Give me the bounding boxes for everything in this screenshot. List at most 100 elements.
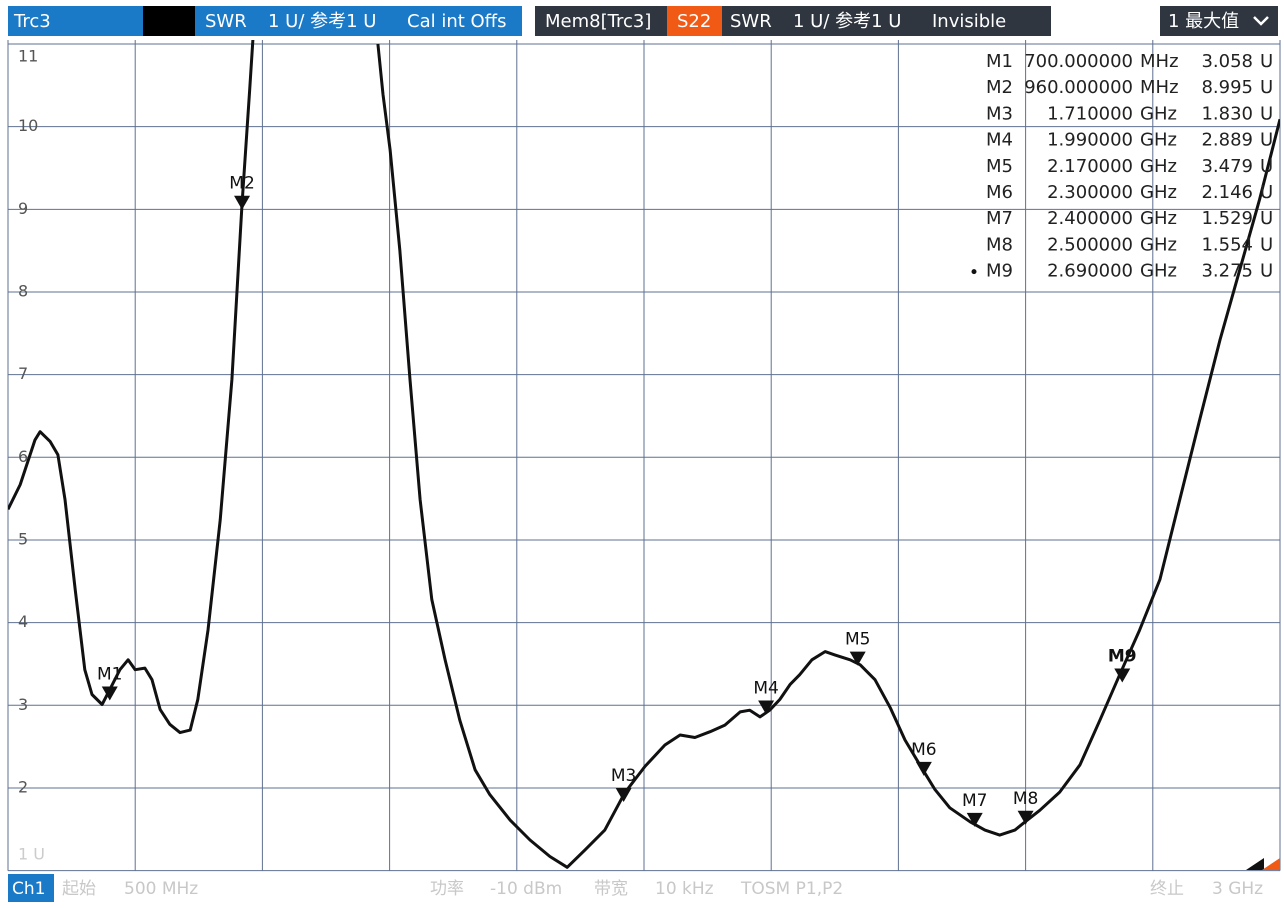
marker-freq: 2.400000 (1047, 208, 1133, 229)
trace-scale: 1 U/ 参考1 U (268, 11, 376, 32)
edge-marker (1246, 858, 1264, 870)
mem-param: S22 (677, 11, 711, 32)
marker-label: M4 (753, 678, 778, 698)
marker-freq-unit: GHz (1140, 182, 1177, 203)
y-tick-label: 6 (18, 447, 28, 466)
marker-triangle (101, 686, 118, 701)
marker-freq: 2.170000 (1047, 156, 1133, 177)
plot-area: 1 U 2 3 4 5 6 7 8 9 10 11 M1 M2 M3 M4 M5 M6 M7 M8 M9 (7, 40, 1281, 872)
marker-value: 8.995 (1201, 77, 1253, 98)
marker-value-unit: U (1260, 234, 1273, 255)
y-tick-label: 11 (18, 47, 38, 66)
y-tick-label: 7 (18, 364, 28, 383)
marker-value-unit: U (1260, 51, 1273, 72)
marker-name: M3 (986, 103, 1013, 124)
marker-value-unit: U (1260, 103, 1273, 124)
marker-value-unit: U (1260, 208, 1273, 229)
marker-name: M6 (986, 182, 1013, 203)
marker-value-unit: U (1260, 182, 1273, 203)
marker-label: M5 (845, 630, 870, 650)
marker-value-unit: U (1260, 156, 1273, 177)
marker-name: M5 (986, 156, 1013, 177)
marker-name: M7 (986, 208, 1013, 229)
mem-bar (535, 6, 1051, 36)
marker-freq: 960.000000 (1024, 77, 1133, 98)
marker-value: 3.275 (1201, 261, 1253, 282)
y-tick-label: 10 (18, 116, 38, 135)
marker-label: M3 (611, 766, 636, 786)
y-tick-label: 8 (18, 281, 28, 300)
marker-triangle (615, 787, 632, 802)
marker-triangle (1017, 810, 1034, 825)
y-tick-label: 3 (18, 695, 28, 714)
marker-value: 3.479 (1201, 156, 1253, 177)
marker-value-unit: U (1260, 261, 1273, 282)
marker-label: M1 (97, 664, 122, 684)
bw-label: 带宽 (594, 879, 628, 899)
bw: 10 kHz (655, 879, 714, 899)
marker-freq: 2.300000 (1047, 182, 1133, 203)
marker-name: M9 (986, 261, 1013, 282)
mem-trace[interactable]: Mem8[Trc3] (545, 11, 651, 32)
y-tick-label: 5 (18, 529, 28, 548)
mem-param-box (667, 6, 722, 36)
marker-value-unit: U (1260, 130, 1273, 151)
marker-triangle (1114, 668, 1131, 683)
marker-freq-unit: MHz (1140, 51, 1179, 72)
stop-label: 终止 (1150, 879, 1184, 899)
stop: 3 GHz (1212, 879, 1263, 899)
marker-value: 2.889 (1201, 130, 1253, 151)
marker-triangle (849, 651, 866, 666)
y-tick-label: 2 (18, 777, 28, 796)
edge-marker (1262, 858, 1280, 870)
active-marker-dot (971, 269, 977, 275)
marker-value: 1.554 (1201, 234, 1253, 255)
marker-value: 2.146 (1201, 182, 1253, 203)
mem-format: SWR (730, 11, 772, 32)
marker-name: M4 (986, 130, 1013, 151)
power-label: 功率 (430, 879, 464, 899)
marker-triangle (234, 195, 251, 210)
trace-name[interactable]: Trc3 (13, 11, 51, 32)
marker-value-unit: U (1260, 77, 1273, 98)
marker-triangle (758, 700, 775, 715)
dropdown-arrow (1253, 16, 1269, 26)
marker-freq: 2.690000 (1047, 261, 1133, 282)
marker-freq-unit: GHz (1140, 261, 1177, 282)
channel-box (8, 874, 54, 902)
y-tick-label: 9 (18, 199, 28, 218)
marker-label: M7 (962, 791, 987, 811)
trace (8, 40, 1280, 869)
marker-freq: 2.500000 (1047, 234, 1133, 255)
marker-triangle (966, 812, 983, 827)
marker-name: M2 (986, 77, 1013, 98)
marker-label: M2 (229, 174, 254, 194)
marker-freq: 700.000000 (1024, 51, 1133, 72)
start: 500 MHz (124, 879, 198, 899)
dropdown-label[interactable]: 1 最大值 (1168, 11, 1239, 32)
trace-color (143, 6, 195, 36)
marker-freq: 1.990000 (1047, 130, 1133, 151)
start-label: 起始 (62, 879, 96, 899)
y-tick-label: 4 (18, 612, 28, 631)
marker-label: M9 (1108, 647, 1137, 667)
marker-label: M6 (911, 740, 936, 760)
marker-freq-unit: GHz (1140, 156, 1177, 177)
trace-format: SWR (205, 11, 247, 32)
marker-name: M1 (986, 51, 1013, 72)
marker-name: M8 (986, 234, 1013, 255)
marker-freq-unit: MHz (1140, 77, 1179, 98)
marker-triangle (915, 761, 932, 776)
marker-value: 1.830 (1201, 103, 1253, 124)
trace-bar (8, 6, 522, 36)
marker-freq: 1.710000 (1047, 103, 1133, 124)
mem-state: Invisible (932, 11, 1006, 32)
channel[interactable]: Ch1 (12, 879, 45, 899)
mem-scale: 1 U/ 参考1 U (793, 11, 901, 32)
marker-freq-unit: GHz (1140, 130, 1177, 151)
marker-freq-unit: GHz (1140, 103, 1177, 124)
footer-cal: TOSM P1,P2 (740, 879, 843, 899)
marker-label: M8 (1013, 789, 1038, 809)
power: -10 dBm (490, 879, 562, 899)
